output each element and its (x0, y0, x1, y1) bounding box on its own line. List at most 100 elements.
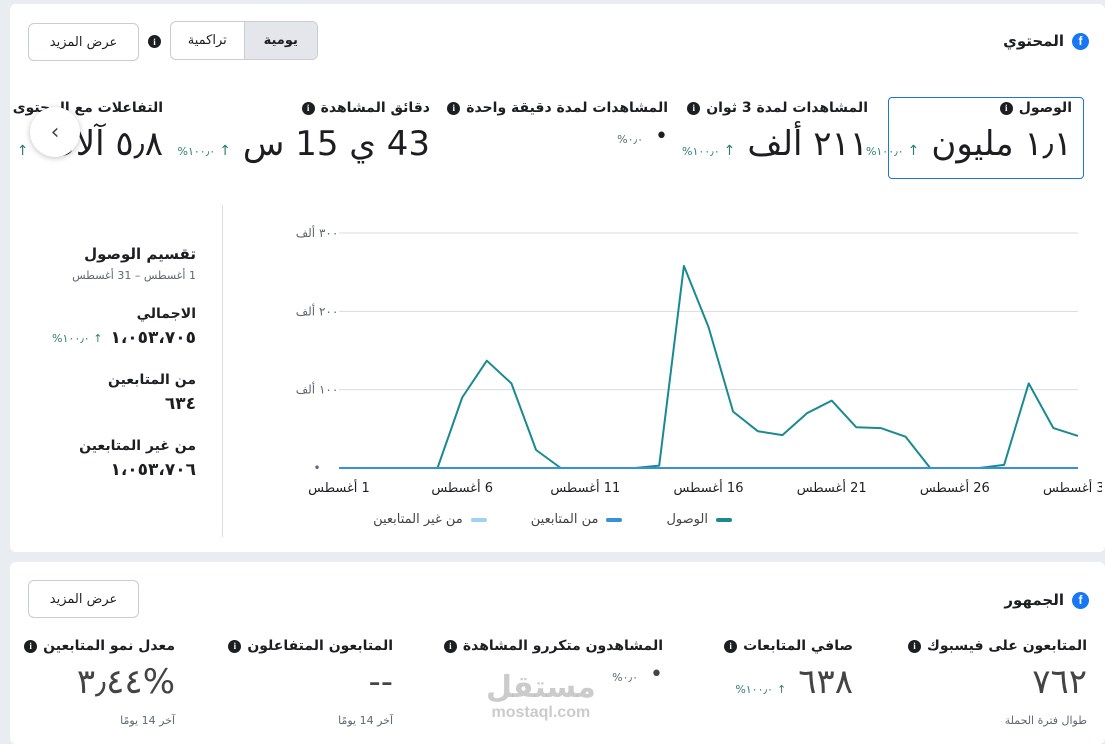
nonfollowers-value: ١،٠٥٣،٧٠٦ (110, 460, 196, 480)
info-icon[interactable]: i (999, 101, 1013, 115)
watermark-logo: مستقل mostaql.com (486, 672, 596, 722)
legend-item-reach[interactable]: الوصول (666, 512, 732, 527)
arrow-up-icon: ↑ (907, 143, 920, 159)
arrow-up-icon: ↑ (723, 143, 736, 159)
metric-value: • (655, 124, 668, 149)
metric-repeat-viewers[interactable]: المشاهدون متكررو المشاهدة i • ٠٫٠% (443, 638, 663, 687)
metric-note: طوال فترة الحملة (1004, 714, 1087, 727)
arrow-up-icon: ↑ (219, 143, 231, 159)
metric-delta: ١٠٠٫٠% (735, 683, 773, 696)
info-icon[interactable]: i (687, 101, 701, 115)
content-section-title: المحتوي (1003, 32, 1064, 50)
legend-swatch-followers (606, 517, 623, 522)
toggle-cumulative[interactable]: تراكمية (187, 33, 227, 48)
audience-card (10, 562, 1105, 744)
breakdown-range: 1 أغسطس – 31 أغسطس (72, 269, 196, 282)
metric-facebook-followers[interactable]: المتابعون على فيسبوك i ٧٦٢ طوال فترة الحم… (908, 638, 1087, 727)
arrow-up-icon: ↑ (93, 331, 103, 345)
metric-delta: ١٠٠٫٠% (177, 144, 216, 158)
content-see-more-button[interactable]: عرض المزيد (28, 23, 139, 61)
y-tick-label: ١٠٠ ألف (296, 382, 339, 397)
reach-line-chart: • ١٠٠ ألف ٢٠٠ ألف ٣٠٠ ألف 1 أغسطس 6 أغسطس 11 أ… (296, 225, 1102, 496)
y-tick-label: ٢٠٠ ألف (296, 303, 339, 318)
content-card (10, 4, 1105, 552)
y-tick-label: • (313, 461, 320, 475)
total-label: الاجمالي (136, 306, 196, 322)
info-icon[interactable]: i (148, 35, 161, 48)
metric-value: 43 ي 15 س (242, 124, 430, 164)
metric-follower-growth-rate[interactable]: معدل نمو المتابعين i %٣٫٤٤ آخر 14 يومًا (24, 638, 175, 727)
info-icon[interactable]: i (447, 101, 461, 115)
metric-note: آخر 14 يومًا (338, 714, 393, 727)
info-icon[interactable]: i (301, 101, 315, 115)
watermark-latin: mostaql.com (491, 704, 591, 721)
metric-title: معدل نمو المتابعين (43, 638, 175, 654)
legend-label: الوصول (666, 512, 708, 527)
metric-reach[interactable]: الوصول i ١٫١ مليون ↑ ١٠٠٫٠% (866, 100, 1072, 164)
metric-engaged-followers[interactable]: المتابعون المتفاعلون i -- آخر 14 يومًا (228, 638, 393, 727)
metric-value: ٧٦٢ (1032, 662, 1087, 702)
metric-title: المشاهدات لمدة 3 ثوان (706, 100, 868, 116)
x-tick-label: 31 أغسطس (1043, 479, 1102, 496)
facebook-icon: f (1072, 591, 1089, 609)
carousel-next-button[interactable]: › (30, 107, 80, 157)
metric-value: ٦٣٨ (798, 662, 853, 702)
legend-label: من المتابعين (530, 512, 599, 527)
metric-3sec-views[interactable]: المشاهدات لمدة 3 ثوان i ٢١١ ألف ↑ ١٠٠٫٠% (682, 100, 868, 164)
x-tick-label: 21 أغسطس (797, 479, 867, 496)
metric-delta: ١٠٠٫٠% (865, 144, 904, 158)
metric-value: ٢١١ ألف (747, 124, 868, 164)
total-value: ١،٠٥٣،٧٠٥ (110, 328, 196, 348)
content-section-header: f المحتوي (1003, 32, 1089, 50)
facebook-icon: f (1072, 32, 1089, 50)
legend-item-followers[interactable]: من المتابعين (531, 512, 623, 527)
x-tick-label: 26 أغسطس (920, 479, 990, 496)
divider (222, 205, 223, 537)
x-tick-label: 6 أغسطس (431, 479, 493, 496)
metric-title: المتابعون المتفاعلون (247, 638, 393, 654)
metric-1min-views[interactable]: المشاهدات لمدة دقيقة واحدة i • ٠٫٠% (447, 100, 668, 149)
metric-card-selected[interactable] (888, 97, 1084, 179)
metric-title: دقائق المشاهدة (320, 100, 430, 116)
series-line-reach (339, 264, 1079, 469)
breakdown-title: تقسيم الوصول (84, 245, 196, 263)
audience-see-more-button[interactable]: عرض المزيد (28, 580, 139, 618)
metric-title: صافي المتابعات (743, 638, 853, 654)
metric-title: المشاهدون متكررو المشاهدة (462, 638, 663, 654)
info-icon[interactable]: i (443, 639, 457, 653)
x-tick-label: 11 أغسطس (550, 479, 620, 496)
chart-legend: الوصول من المتابعين من غير المتابعين (0, 512, 1105, 527)
total-delta: ١٠٠٫٠% (52, 331, 90, 345)
metric-title: الوصول (1018, 100, 1072, 116)
metric-delta: ٠٫٠% (612, 671, 639, 684)
metric-value: %٣٫٤٤ (76, 662, 175, 702)
nonfollowers-label: من غير المتابعين (79, 438, 196, 454)
audience-section-title: الجمهور (1004, 591, 1064, 609)
info-icon[interactable]: i (908, 639, 922, 653)
x-tick-label: 16 أغسطس (674, 479, 744, 496)
metric-watch-minutes[interactable]: دقائق المشاهدة i 43 ي 15 س ↑ ١٠٠٫٠% (178, 100, 430, 164)
metric-note: آخر 14 يومًا (120, 714, 175, 727)
arrow-up-icon: ↑ (776, 683, 787, 696)
info-icon[interactable]: i (724, 639, 738, 653)
x-tick-label: 1 أغسطس (308, 479, 370, 496)
info-icon[interactable]: i (24, 639, 38, 653)
metric-title: التفاعلات مع المحتوى (12, 100, 163, 116)
legend-swatch-nonfollowers (470, 517, 487, 522)
toggle-daily[interactable]: يومية (244, 22, 317, 59)
metric-value: ١٫١ مليون (931, 124, 1072, 164)
legend-item-nonfollowers[interactable]: من غير المتابعين (373, 512, 487, 527)
legend-swatch-reach (715, 517, 732, 522)
legend-label: من غير المتابعين (373, 512, 463, 527)
metric-title: المتابعون على فيسبوك (927, 638, 1087, 654)
period-toggle: يومية تراكمية (170, 21, 318, 60)
info-icon[interactable]: i (228, 639, 242, 653)
watermark-arabic: مستقل (486, 670, 596, 705)
chevron-right-icon: › (50, 119, 60, 145)
y-tick-label: ٣٠٠ ألف (296, 225, 339, 240)
metric-value: -- (368, 662, 393, 702)
metric-net-follows[interactable]: صافي المتابعات i ٦٣٨ ↑ ١٠٠٫٠% (724, 638, 853, 702)
metric-value: • (650, 662, 663, 687)
metric-content-interactions[interactable]: التفاعلات مع المحتوى ٥٫٨ آلاف ↑ (0, 100, 163, 164)
metric-delta: ٠٫٠% (617, 133, 644, 146)
